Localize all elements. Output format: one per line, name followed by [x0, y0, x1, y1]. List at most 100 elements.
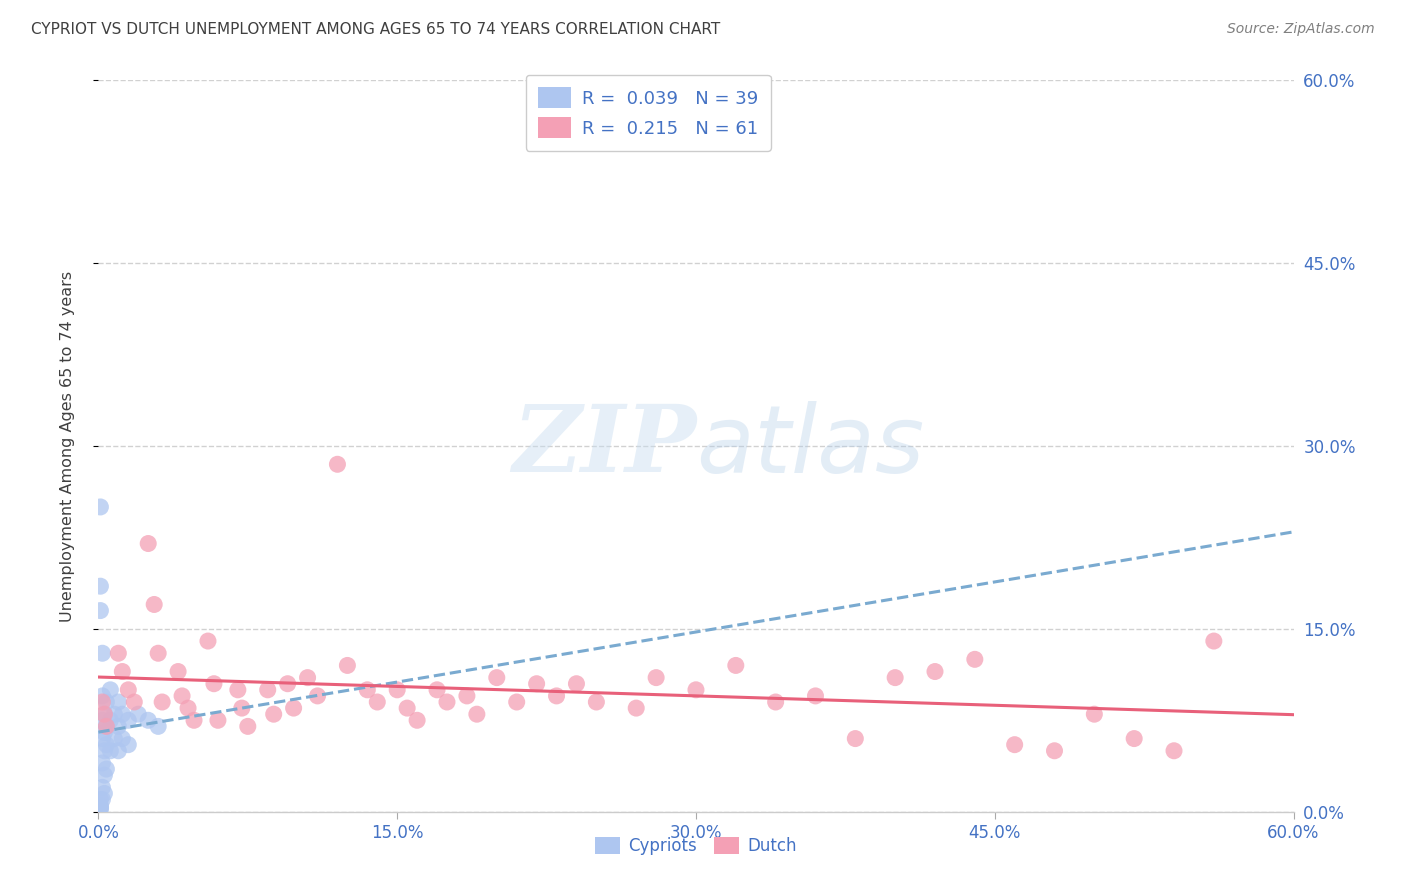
Point: [89, 802, 111, 816]
Point: [765, 695, 787, 709]
Point: [1202, 634, 1225, 648]
Point: [465, 707, 488, 722]
Point: [456, 689, 478, 703]
Point: [93, 725, 115, 739]
Point: [91, 714, 114, 728]
Point: [89, 801, 111, 815]
Point: [256, 682, 278, 697]
Point: [103, 731, 125, 746]
Point: [1123, 731, 1146, 746]
Point: [89, 500, 111, 514]
Point: [91, 646, 114, 660]
Point: [89, 800, 111, 814]
Point: [844, 731, 866, 746]
Point: [89, 603, 111, 617]
Point: [396, 701, 419, 715]
Point: [546, 689, 568, 703]
Point: [93, 744, 115, 758]
Point: [307, 689, 329, 703]
Point: [91, 695, 114, 709]
Point: [366, 695, 388, 709]
Point: [485, 671, 508, 685]
Point: [924, 665, 946, 679]
Point: [98, 682, 122, 697]
Point: [283, 701, 305, 715]
Text: ZIP: ZIP: [512, 401, 696, 491]
Point: [89, 579, 111, 593]
Point: [724, 658, 747, 673]
Point: [197, 634, 219, 648]
Point: [107, 646, 129, 660]
Point: [91, 780, 114, 795]
Point: [297, 671, 319, 685]
Point: [93, 707, 115, 722]
Point: [236, 719, 259, 733]
Point: [89, 792, 111, 806]
Point: [91, 689, 114, 703]
Point: [406, 714, 429, 728]
Point: [107, 719, 129, 733]
Point: [1163, 744, 1185, 758]
Point: [231, 701, 253, 715]
Text: CYPRIOT VS DUTCH UNEMPLOYMENT AMONG AGES 65 TO 74 YEARS CORRELATION CHART: CYPRIOT VS DUTCH UNEMPLOYMENT AMONG AGES…: [31, 22, 720, 37]
Point: [963, 652, 986, 666]
Point: [685, 682, 707, 697]
Y-axis label: Unemployment Among Ages 65 to 74 years: Unemployment Among Ages 65 to 74 years: [60, 270, 75, 622]
Point: [96, 738, 118, 752]
Point: [804, 689, 827, 703]
Point: [565, 676, 588, 690]
Point: [136, 536, 159, 550]
Point: [107, 695, 129, 709]
Point: [148, 646, 170, 660]
Point: [1004, 738, 1026, 752]
Point: [385, 682, 409, 697]
Point: [1083, 707, 1105, 722]
Point: [117, 714, 139, 728]
Point: [506, 695, 529, 709]
Point: [96, 695, 118, 709]
Point: [91, 756, 114, 770]
Point: [526, 676, 548, 690]
Point: [127, 707, 149, 722]
Point: [277, 676, 299, 690]
Point: [111, 731, 134, 746]
Point: [96, 719, 118, 733]
Point: [98, 714, 122, 728]
Legend: Cypriots, Dutch: Cypriots, Dutch: [589, 830, 803, 862]
Point: [117, 738, 139, 752]
Point: [148, 719, 170, 733]
Point: [136, 714, 159, 728]
Point: [91, 792, 114, 806]
Point: [150, 695, 173, 709]
Point: [177, 701, 200, 715]
Point: [626, 701, 648, 715]
Point: [336, 658, 359, 673]
Point: [263, 707, 285, 722]
Point: [98, 744, 122, 758]
Point: [103, 707, 125, 722]
Point: [202, 676, 225, 690]
Point: [143, 598, 166, 612]
Point: [1043, 744, 1066, 758]
Point: [426, 682, 449, 697]
Point: [89, 798, 111, 813]
Point: [91, 731, 114, 746]
Point: [356, 682, 378, 697]
Point: [172, 689, 194, 703]
Text: atlas: atlas: [696, 401, 924, 491]
Point: [585, 695, 607, 709]
Point: [93, 787, 115, 801]
Point: [645, 671, 668, 685]
Point: [111, 665, 134, 679]
Point: [124, 695, 146, 709]
Point: [207, 714, 229, 728]
Point: [111, 707, 134, 722]
Point: [96, 762, 118, 776]
Point: [117, 682, 139, 697]
Point: [183, 714, 205, 728]
Point: [93, 707, 115, 722]
Point: [96, 719, 118, 733]
Text: Source: ZipAtlas.com: Source: ZipAtlas.com: [1227, 22, 1375, 37]
Point: [436, 695, 458, 709]
Point: [167, 665, 190, 679]
